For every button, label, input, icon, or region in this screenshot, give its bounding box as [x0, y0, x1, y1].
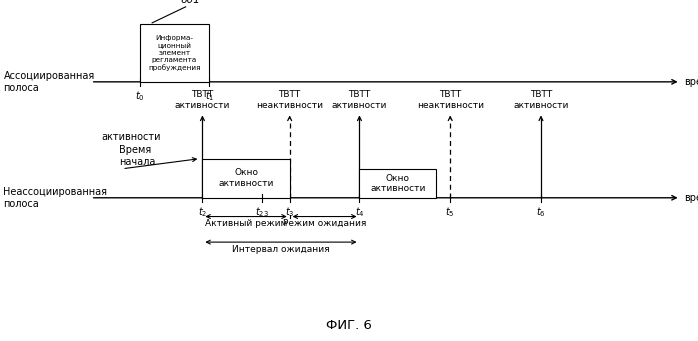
Text: Окно
активности: Окно активности	[218, 168, 274, 188]
Text: ТВТТ
активности: ТВТТ активности	[174, 90, 230, 110]
Text: ФИГ. 6: ФИГ. 6	[326, 320, 372, 332]
Text: Окно
активности: Окно активности	[370, 174, 426, 193]
Text: $t_5$: $t_5$	[445, 205, 455, 219]
Bar	[359, 169, 436, 198]
Text: ТВТТ
неактивности: ТВТТ неактивности	[417, 90, 484, 110]
Text: ТВТТ
неактивности: ТВТТ неактивности	[256, 90, 323, 110]
Bar	[140, 24, 209, 82]
Text: Неассоциированная
полоса: Неассоциированная полоса	[3, 187, 107, 209]
Text: ТВТТ
активности: ТВТТ активности	[513, 90, 569, 110]
Text: Ассоциированная
полоса: Ассоциированная полоса	[3, 71, 95, 93]
Text: Время
начала: Время начала	[119, 146, 155, 167]
Text: $t_0$: $t_0$	[135, 89, 144, 103]
Text: Интервал ожидания: Интервал ожидания	[232, 245, 329, 254]
Text: $t_3$: $t_3$	[285, 205, 295, 219]
Text: активности: активности	[101, 132, 161, 142]
Text: $t_1$: $t_1$	[205, 89, 214, 103]
Text: время: время	[684, 193, 698, 203]
Text: $t_6$: $t_6$	[536, 205, 546, 219]
Text: Режим ожидания: Режим ожидания	[283, 219, 366, 228]
Bar	[202, 159, 290, 198]
Text: $t_{23}$: $t_{23}$	[255, 205, 269, 219]
Text: Информа-
ционный
элемент
регламента
пробуждения: Информа- ционный элемент регламента проб…	[148, 35, 201, 71]
Text: 601: 601	[180, 0, 200, 5]
Text: ТВТТ
активности: ТВТТ активности	[332, 90, 387, 110]
Text: время: время	[684, 77, 698, 87]
Text: $t_2$: $t_2$	[198, 205, 207, 219]
Text: Активный режим: Активный режим	[205, 219, 288, 228]
Text: $t_4$: $t_4$	[355, 205, 364, 219]
